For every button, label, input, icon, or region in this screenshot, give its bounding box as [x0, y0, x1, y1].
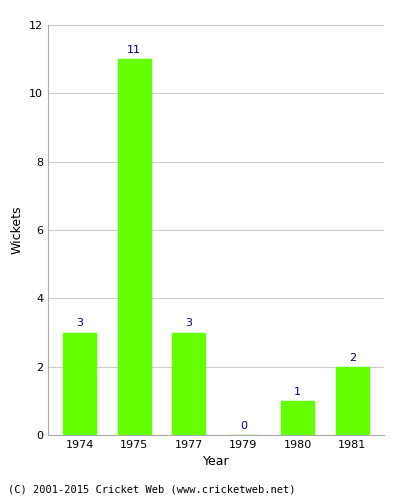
Bar [336, 366, 369, 435]
Bar [282, 401, 314, 435]
X-axis label: Year: Year [203, 456, 229, 468]
Text: 3: 3 [185, 318, 192, 328]
Bar [172, 332, 205, 435]
Text: (C) 2001-2015 Cricket Web (www.cricketweb.net): (C) 2001-2015 Cricket Web (www.cricketwe… [8, 485, 296, 495]
Text: 11: 11 [127, 45, 141, 55]
Text: 0: 0 [240, 421, 247, 431]
Text: 3: 3 [76, 318, 83, 328]
Bar [63, 332, 96, 435]
Y-axis label: Wickets: Wickets [10, 206, 24, 254]
Text: 1: 1 [294, 386, 301, 396]
Text: 2: 2 [349, 352, 356, 362]
Bar [118, 59, 150, 435]
